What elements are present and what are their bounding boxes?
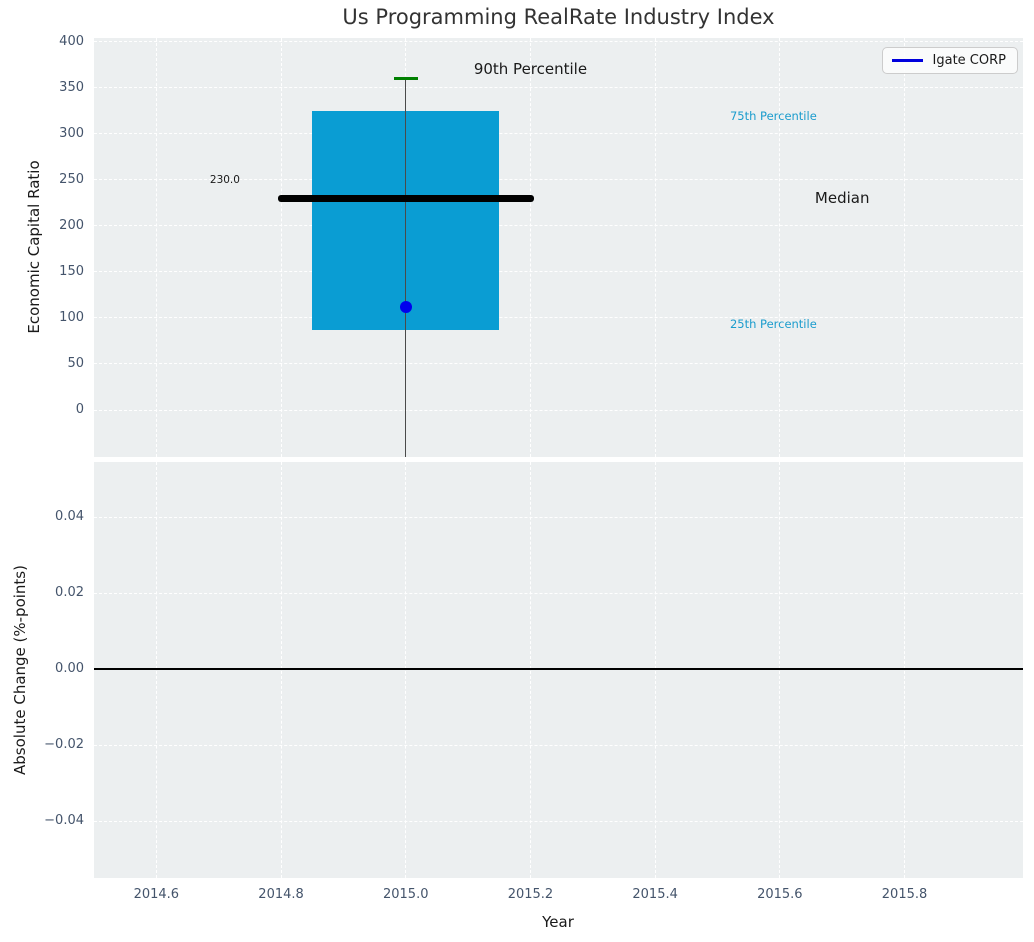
x-gridline bbox=[280, 38, 282, 457]
x-gridline bbox=[529, 38, 531, 457]
y-tick-label: 0 bbox=[75, 402, 84, 418]
y-tick-label: 200 bbox=[59, 217, 84, 233]
zero-line bbox=[94, 668, 1023, 671]
x-tick-label: 2015.2 bbox=[507, 887, 554, 902]
annotation: 90th Percentile bbox=[473, 60, 588, 79]
xlabel: Year bbox=[542, 913, 574, 931]
x-tick-label: 2015.4 bbox=[632, 887, 678, 902]
y-gridline bbox=[94, 225, 1023, 227]
y-gridline bbox=[94, 41, 1023, 43]
y-gridline bbox=[94, 516, 1023, 518]
y-tick-label: 250 bbox=[59, 171, 84, 187]
x-tick-label: 2014.8 bbox=[258, 887, 304, 902]
y-tick-label: 50 bbox=[67, 355, 84, 371]
whisker-line bbox=[404, 78, 407, 457]
y-tick-label: −0.02 bbox=[44, 737, 84, 753]
x-gridline bbox=[904, 38, 906, 457]
y-gridline bbox=[94, 592, 1023, 594]
y-tick-label: −0.04 bbox=[44, 813, 84, 828]
y-gridline bbox=[94, 133, 1023, 135]
x-gridline bbox=[654, 38, 656, 457]
legend-label: Igate CORP bbox=[932, 53, 1006, 68]
y-gridline bbox=[94, 317, 1023, 319]
top-axes bbox=[94, 38, 1023, 457]
x-tick-label: 2014.6 bbox=[133, 887, 180, 902]
x-tick-label: 2015.0 bbox=[382, 887, 429, 902]
y-tick-label: 350 bbox=[59, 79, 84, 95]
ylabel-bottom: Absolute Change (%-points) bbox=[11, 565, 29, 775]
y-gridline bbox=[94, 271, 1023, 273]
annotation: Median bbox=[814, 189, 870, 208]
legend-line-swatch bbox=[891, 59, 923, 62]
y-tick-label: 100 bbox=[59, 309, 84, 325]
x-tick-label: 2015.8 bbox=[881, 887, 928, 902]
y-gridline bbox=[94, 363, 1023, 365]
legend: Igate CORP bbox=[881, 47, 1018, 74]
y-tick-label: 150 bbox=[59, 263, 84, 279]
y-gridline bbox=[94, 179, 1023, 181]
y-tick-label: 0.00 bbox=[55, 661, 84, 677]
company-point bbox=[399, 300, 412, 313]
y-gridline bbox=[94, 87, 1023, 89]
y-tick-label: 400 bbox=[59, 33, 84, 49]
annotation: 25th Percentile bbox=[729, 317, 817, 332]
p90-cap bbox=[393, 77, 418, 81]
y-tick-label: 0.04 bbox=[55, 509, 84, 525]
y-tick-label: 0.02 bbox=[55, 585, 84, 601]
x-tick-label: 2015.6 bbox=[757, 887, 803, 902]
y-gridline bbox=[94, 409, 1023, 411]
y-gridline bbox=[94, 744, 1023, 746]
median-line bbox=[277, 194, 534, 202]
y-gridline bbox=[94, 820, 1023, 822]
annotation: 75th Percentile bbox=[729, 109, 817, 124]
x-gridline bbox=[155, 38, 157, 457]
chart-title: Us Programming RealRate Industry Index bbox=[342, 5, 775, 29]
annotation: 230.0 bbox=[209, 173, 240, 186]
y-tick-label: 300 bbox=[59, 125, 84, 141]
x-gridline bbox=[779, 38, 781, 457]
